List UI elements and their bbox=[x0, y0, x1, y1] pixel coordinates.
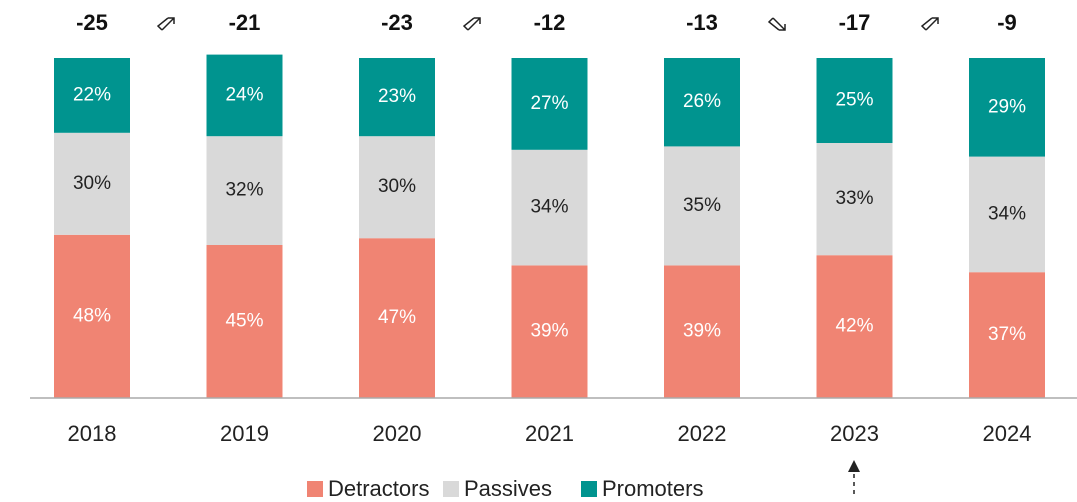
value-label: 26% bbox=[683, 91, 721, 112]
bar-segment bbox=[511, 58, 588, 150]
trend-up-icon bbox=[462, 17, 481, 31]
bar-segment bbox=[206, 136, 283, 245]
bar-segment bbox=[969, 156, 1045, 273]
value-label: 27% bbox=[530, 93, 568, 114]
value-label: 45% bbox=[225, 311, 263, 332]
value-label: 30% bbox=[378, 176, 416, 197]
bar-segment bbox=[969, 58, 1045, 157]
legend-label: Passives bbox=[464, 476, 552, 501]
value-label: 32% bbox=[225, 180, 263, 201]
value-label: 39% bbox=[530, 321, 568, 342]
pointer-arrow bbox=[848, 460, 860, 472]
x-tick-label: 2024 bbox=[983, 421, 1032, 446]
value-label: 37% bbox=[988, 324, 1026, 345]
nps-label: -21 bbox=[229, 10, 261, 35]
bar-segment bbox=[816, 255, 893, 398]
value-label: 34% bbox=[530, 197, 568, 218]
nps-label: -12 bbox=[534, 10, 566, 35]
trend-icons bbox=[156, 17, 939, 31]
x-tick-label: 2018 bbox=[68, 421, 117, 446]
bar-segment bbox=[359, 136, 435, 239]
bar-segment bbox=[969, 272, 1045, 398]
bar-segment bbox=[54, 58, 130, 133]
bar-segment bbox=[359, 238, 435, 398]
legend-label: Promoters bbox=[602, 476, 703, 501]
value-label: 29% bbox=[988, 96, 1026, 117]
value-label: 34% bbox=[988, 203, 1026, 224]
nps-label: -9 bbox=[997, 10, 1017, 35]
bar-segment bbox=[359, 58, 435, 137]
trend-up-icon bbox=[156, 17, 175, 31]
bar-segment bbox=[816, 58, 893, 143]
bar-segment bbox=[664, 58, 740, 147]
bar-segment bbox=[816, 143, 893, 256]
value-label: 35% bbox=[683, 195, 721, 216]
bar-segment bbox=[664, 146, 740, 266]
value-label: 42% bbox=[835, 316, 873, 337]
bar-segment bbox=[54, 132, 130, 235]
bar-segment bbox=[54, 234, 130, 398]
bar-segment bbox=[664, 265, 740, 398]
x-tick-label: 2019 bbox=[220, 421, 269, 446]
x-tick-label: 2023 bbox=[830, 421, 879, 446]
value-label: 22% bbox=[73, 84, 111, 105]
bar-segment bbox=[511, 265, 588, 398]
value-label: 30% bbox=[73, 173, 111, 194]
value-label: 24% bbox=[225, 84, 263, 105]
nps-label: -23 bbox=[381, 10, 413, 35]
nps-label: -17 bbox=[839, 10, 871, 35]
x-tick-label: 2021 bbox=[525, 421, 574, 446]
value-label: 39% bbox=[683, 321, 721, 342]
bar-segment bbox=[206, 54, 283, 137]
nps-label: -25 bbox=[76, 10, 108, 35]
x-tick-label: 2022 bbox=[678, 421, 727, 446]
x-tick-label: 2020 bbox=[373, 421, 422, 446]
bar-segment bbox=[511, 149, 588, 266]
nps-label: -13 bbox=[686, 10, 718, 35]
value-label: 23% bbox=[378, 86, 416, 107]
trend-down-icon bbox=[767, 17, 786, 31]
bar-segment bbox=[206, 245, 283, 398]
trend-up-icon bbox=[920, 17, 939, 31]
legend-swatch bbox=[443, 481, 459, 497]
value-label: 33% bbox=[835, 188, 873, 209]
legend-swatch bbox=[581, 481, 597, 497]
legend-label: Detractors bbox=[328, 476, 429, 501]
legend-swatch bbox=[307, 481, 323, 497]
value-label: 48% bbox=[73, 305, 111, 326]
value-label: 47% bbox=[378, 307, 416, 328]
value-label: 25% bbox=[835, 90, 873, 111]
